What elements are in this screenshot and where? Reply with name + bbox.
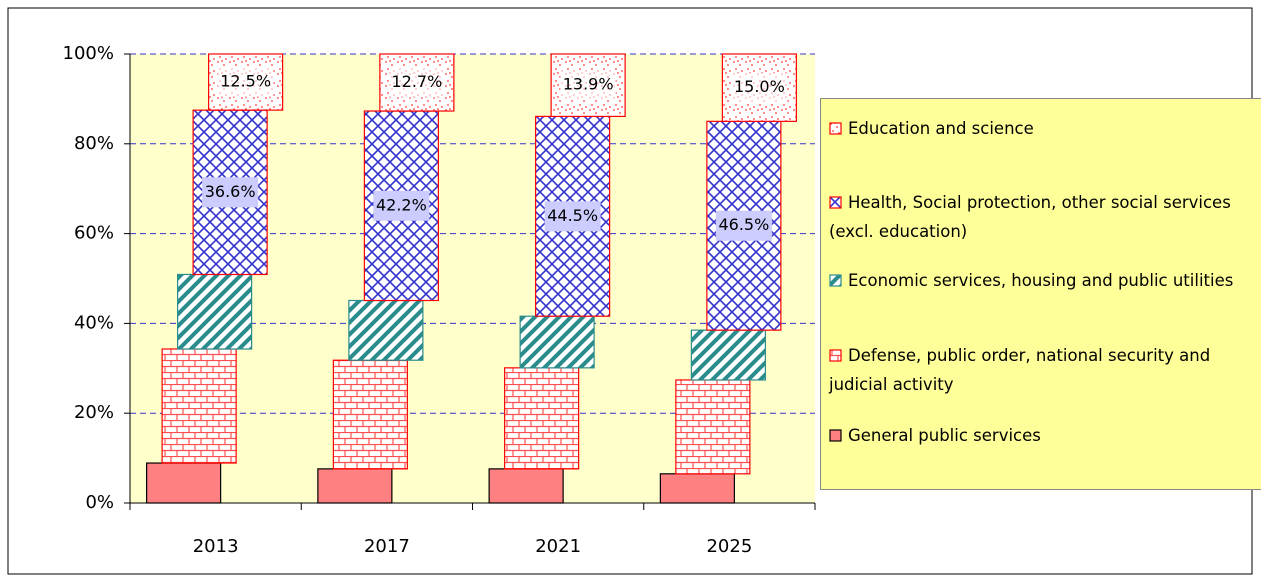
legend-label: General public services [848,426,1041,445]
legend-label: Defense, public order, national security… [829,346,1211,394]
legend-label: Education and science [848,119,1034,138]
data-label: 36.6% [205,182,256,201]
bar-segment [161,348,237,464]
x-tick-label: 2021 [535,536,581,557]
y-tick-label: 20% [74,402,114,423]
y-tick-label: 100% [63,43,114,64]
bar-segment [675,379,751,475]
legend-label: Health, Social protection, other social … [829,193,1231,241]
bar-segment [519,315,595,369]
y-tick-label: 80% [74,133,114,154]
label-bg [560,70,617,101]
y-tick-label: 0% [85,492,114,513]
x-tick-label: 2025 [706,536,752,557]
legend-swatch [829,274,842,287]
bar-segment [348,299,424,361]
legend-swatch [829,349,842,362]
bar-segment [659,473,735,504]
legend-item: Defense, public order, national security… [829,341,1259,399]
x-tick-label: 2017 [364,536,410,557]
legend: General public services Defense, public o… [820,98,1261,490]
bar-segment [317,468,393,504]
data-label: 12.7% [391,72,442,91]
legend-item: Economic services, housing and public ut… [829,266,1259,295]
y-tick-label: 60% [74,223,114,244]
bar-segment [690,329,766,381]
legend-swatch [829,429,842,442]
legend-item: Health, Social protection, other social … [829,188,1259,246]
bar-segment [488,468,564,504]
legend-swatch [829,122,842,135]
data-label: 44.5% [547,206,598,225]
data-label: 46.5% [718,215,769,234]
data-label: 12.5% [220,72,271,91]
x-tick-label: 2013 [193,536,239,557]
legend-swatch [829,196,842,209]
label-bg [715,210,772,241]
label-bg [217,67,274,98]
label-bg [373,190,430,221]
data-label: 42.2% [376,195,427,214]
label-bg [544,201,601,232]
bar-segment [177,273,253,350]
bar-segment [146,462,222,504]
bar-segment [332,359,408,470]
label-bg [731,72,788,103]
label-bg [388,67,445,98]
data-label: 13.9% [563,75,614,94]
label-bg [202,177,259,208]
bar-segment [504,367,580,470]
y-tick-label: 40% [74,312,114,333]
legend-label: Economic services, housing and public ut… [848,271,1234,290]
legend-item: Education and science [829,114,1259,143]
data-label: 15.0% [734,77,785,96]
legend-item: General public services [829,421,1259,450]
